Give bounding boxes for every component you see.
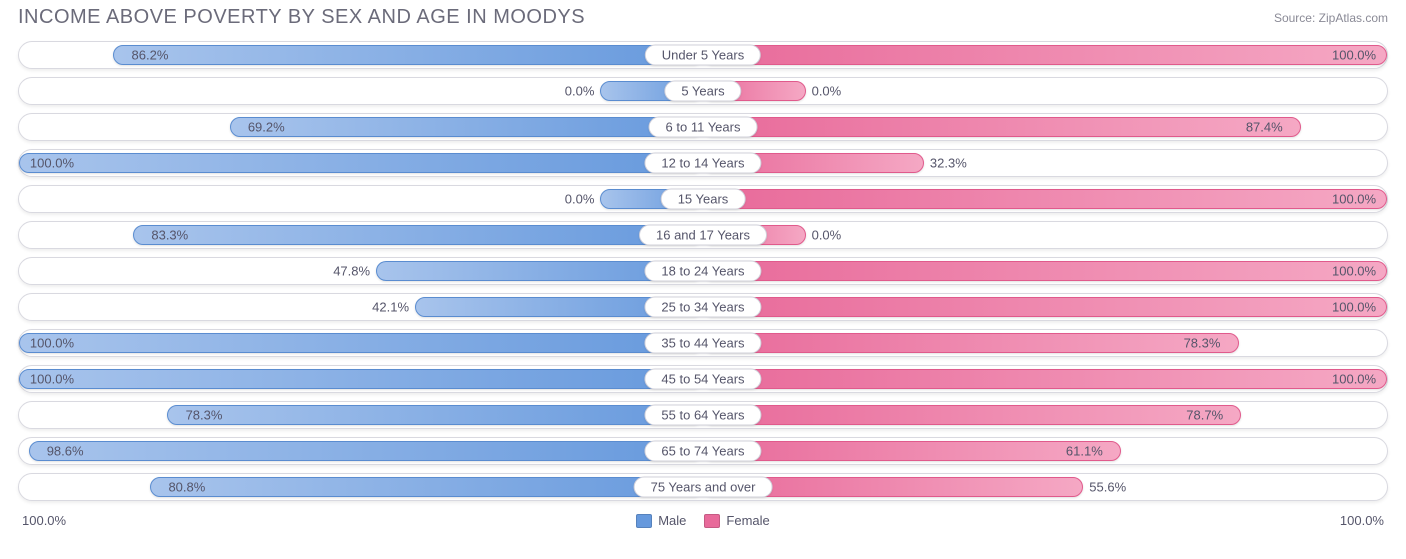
female-pct-label: 100.0% <box>1332 48 1376 63</box>
female-pct-label: 100.0% <box>1332 192 1376 207</box>
chart-axis: 100.0% Male Female 100.0% <box>0 509 1406 528</box>
legend-item: Female <box>704 513 769 528</box>
axis-left-label: 100.0% <box>22 513 66 528</box>
legend-swatch <box>704 514 720 528</box>
legend-swatch <box>636 514 652 528</box>
category-label: 55 to 64 Years <box>644 405 761 426</box>
chart-legend: Male Female <box>636 513 770 528</box>
table-row: 80.8% 55.6% 75 Years and over <box>18 473 1388 501</box>
female-pct-label: 87.4% <box>1246 120 1283 135</box>
table-row: 0.0% 100.0% 15 Years <box>18 185 1388 213</box>
male-pct-label: 86.2% <box>132 48 169 63</box>
legend-label: Male <box>658 513 686 528</box>
legend-label: Female <box>726 513 769 528</box>
female-pct-label: 78.3% <box>1184 336 1221 351</box>
chart-title: INCOME ABOVE POVERTY BY SEX AND AGE IN M… <box>18 6 585 29</box>
chart-area: 86.2% 100.0% Under 5 Years 0.0% 0.0% 5 Years 6… <box>0 33 1406 501</box>
female-bar <box>703 333 1239 353</box>
male-pct-label: 42.1% <box>372 300 409 315</box>
category-label: Under 5 Years <box>645 45 761 66</box>
table-row: 42.1% 100.0% 25 to 34 Years <box>18 293 1388 321</box>
male-pct-label: 78.3% <box>186 408 223 423</box>
male-bar <box>230 117 703 137</box>
table-row: 100.0% 78.3% 35 to 44 Years <box>18 329 1388 357</box>
category-label: 16 and 17 Years <box>639 225 767 246</box>
female-pct-label: 0.0% <box>812 84 842 99</box>
male-bar <box>133 225 703 245</box>
female-pct-label: 100.0% <box>1332 264 1376 279</box>
female-pct-label: 100.0% <box>1332 372 1376 387</box>
female-bar <box>703 189 1387 209</box>
female-bar <box>703 369 1387 389</box>
table-row: 100.0% 32.3% 12 to 14 Years <box>18 149 1388 177</box>
category-label: 45 to 54 Years <box>644 369 761 390</box>
legend-item: Male <box>636 513 686 528</box>
male-pct-label: 69.2% <box>248 120 285 135</box>
male-pct-label: 100.0% <box>30 372 74 387</box>
male-pct-label: 47.8% <box>333 264 370 279</box>
chart-header: INCOME ABOVE POVERTY BY SEX AND AGE IN M… <box>0 0 1406 33</box>
table-row: 83.3% 0.0% 16 and 17 Years <box>18 221 1388 249</box>
table-row: 0.0% 0.0% 5 Years <box>18 77 1388 105</box>
female-bar <box>703 45 1387 65</box>
male-pct-label: 100.0% <box>30 336 74 351</box>
category-label: 5 Years <box>664 81 741 102</box>
category-label: 15 Years <box>661 189 746 210</box>
table-row: 98.6% 61.1% 65 to 74 Years <box>18 437 1388 465</box>
female-pct-label: 32.3% <box>930 156 967 171</box>
table-row: 100.0% 100.0% 45 to 54 Years <box>18 365 1388 393</box>
table-row: 78.3% 78.7% 55 to 64 Years <box>18 401 1388 429</box>
category-label: 6 to 11 Years <box>649 117 758 138</box>
female-bar <box>703 117 1301 137</box>
category-label: 18 to 24 Years <box>644 261 761 282</box>
female-pct-label: 61.1% <box>1066 444 1103 459</box>
male-bar <box>167 405 703 425</box>
axis-right-label: 100.0% <box>1340 513 1384 528</box>
male-pct-label: 100.0% <box>30 156 74 171</box>
male-bar <box>150 477 703 497</box>
female-pct-label: 78.7% <box>1186 408 1223 423</box>
table-row: 47.8% 100.0% 18 to 24 Years <box>18 257 1388 285</box>
category-label: 75 Years and over <box>634 477 773 498</box>
female-pct-label: 55.6% <box>1089 480 1126 495</box>
male-bar <box>29 441 703 461</box>
category-label: 12 to 14 Years <box>644 153 761 174</box>
category-label: 35 to 44 Years <box>644 333 761 354</box>
female-bar <box>703 441 1121 461</box>
female-bar <box>703 261 1387 281</box>
male-bar <box>113 45 703 65</box>
female-pct-label: 100.0% <box>1332 300 1376 315</box>
female-bar <box>703 297 1387 317</box>
male-pct-label: 80.8% <box>168 480 205 495</box>
male-bar <box>19 333 703 353</box>
table-row: 69.2% 87.4% 6 to 11 Years <box>18 113 1388 141</box>
female-pct-label: 0.0% <box>812 228 842 243</box>
table-row: 86.2% 100.0% Under 5 Years <box>18 41 1388 69</box>
male-pct-label: 83.3% <box>151 228 188 243</box>
category-label: 25 to 34 Years <box>644 297 761 318</box>
male-bar <box>19 153 703 173</box>
female-bar <box>703 405 1241 425</box>
chart-source: Source: ZipAtlas.com <box>1274 11 1388 25</box>
male-pct-label: 0.0% <box>565 192 595 207</box>
male-pct-label: 98.6% <box>47 444 84 459</box>
category-label: 65 to 74 Years <box>644 441 761 462</box>
male-pct-label: 0.0% <box>565 84 595 99</box>
male-bar <box>19 369 703 389</box>
